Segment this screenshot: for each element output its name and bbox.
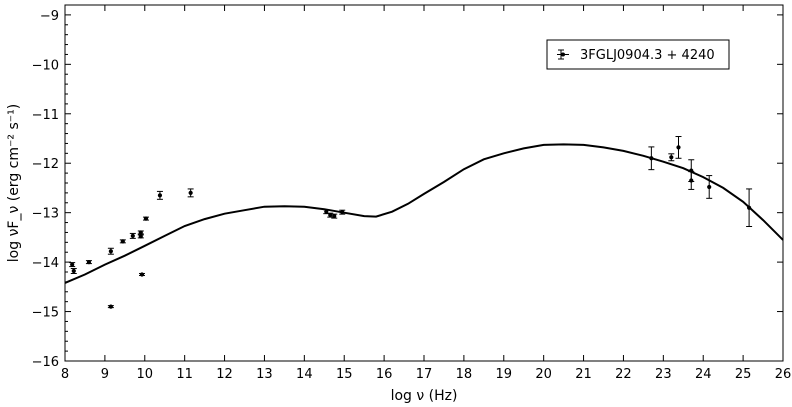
x-tick-label: 8 [61,367,69,382]
point-marker [86,260,92,265]
data-point [107,247,114,255]
data-point [138,272,145,277]
x-tick-label: 16 [376,367,393,382]
point-marker [108,304,113,309]
data-point [187,188,194,198]
x-tick-label: 15 [336,367,353,382]
data-point [129,232,136,239]
y-tick-label: −14 [32,256,59,271]
y-tick-label: −10 [32,58,59,73]
data-point [137,234,144,239]
x-tick-label: 19 [496,367,513,382]
point-marker [138,230,143,235]
y-tick-label: −9 [40,9,59,24]
x-tick-label: 23 [655,367,672,382]
legend-entry-label: 3FGLJ0904.3 + 4240 [580,48,715,63]
data-point [668,153,675,162]
point-marker [328,213,333,218]
legend-box [546,39,730,70]
data-point [706,175,713,199]
model-curve [64,143,784,284]
point-marker [157,193,163,198]
x-tick-label: 26 [775,367,792,382]
x-tick-label: 21 [575,367,592,382]
point-marker [746,205,752,210]
data-point [688,171,695,190]
y-axis-label: log νF_ν (erg cm⁻² s⁻¹) [6,104,22,262]
data-point [675,136,682,159]
point-marker [689,178,694,183]
point-marker [138,234,143,239]
x-tick-label: 13 [256,367,273,382]
x-tick-label: 9 [101,367,109,382]
x-tick-label: 14 [296,367,313,382]
point-marker [120,239,125,244]
data-point [119,239,126,244]
y-tick-label: −15 [32,306,59,321]
point-marker [70,262,75,267]
y-tick-label: −12 [32,157,59,172]
x-tick-label: 24 [695,367,712,382]
data-point [746,188,753,228]
x-axis-label: log ν (Hz) [391,388,458,404]
data-point [85,260,92,265]
point-marker [649,156,654,161]
data-point [339,209,346,215]
point-marker [340,210,345,215]
y-tick-label: −13 [32,207,59,222]
data-point [137,230,144,235]
x-tick-label: 18 [456,367,473,382]
x-tick-label: 11 [176,367,193,382]
data-point [142,216,149,221]
data-point [69,262,76,268]
point-marker [188,190,193,195]
data-point [107,304,114,309]
point-marker [143,216,149,221]
data-point [327,212,334,218]
x-tick-label: 20 [535,367,552,382]
data-points [69,136,753,309]
y-tick-label: −11 [32,108,59,123]
legend: 3FGLJ0904.3 + 4240 [546,39,730,70]
point-marker [676,145,681,150]
point-marker [324,209,329,214]
data-point [331,213,338,219]
data-point [648,146,655,171]
x-tick-label: 10 [137,367,154,382]
data-point [156,190,163,200]
legend-marker-icon [557,49,569,60]
point-marker [130,233,135,239]
x-tick-label: 22 [615,367,632,382]
point-marker [71,268,76,274]
y-tick-label: −16 [32,355,59,370]
point-marker [139,272,145,277]
x-axis: 8 9 10 11 12 13 14 15 16 17 18 19 20 21 22 23 24 25 26 [61,5,791,382]
x-tick-label: 17 [416,367,433,382]
point-marker [108,249,113,254]
y-axis: −16 −15 −14 −13 −12 −11 −10 −9 [32,4,783,370]
x-tick-label: 12 [216,367,233,382]
point-marker [332,214,337,219]
point-marker [669,155,674,160]
x-tick-label: 25 [735,367,752,382]
data-point [70,268,77,274]
point-marker [707,184,712,190]
